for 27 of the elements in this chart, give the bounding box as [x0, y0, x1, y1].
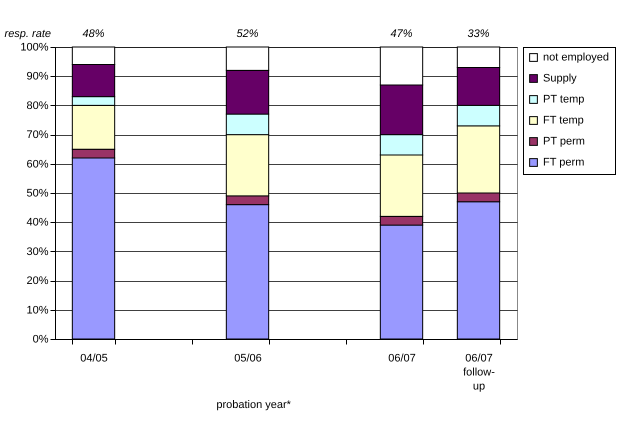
- legend-label: PT temp: [543, 94, 584, 106]
- x-tick-label: 05/06: [234, 352, 262, 364]
- text: resp. rate: [4, 28, 51, 40]
- x-tick-label: 06/07 follow-up: [463, 352, 496, 392]
- y-tick-label: 10%: [26, 304, 49, 316]
- legend-label: Supply: [543, 72, 578, 84]
- legend-label: FT temp: [543, 114, 584, 126]
- y-tick-label: 50%: [26, 188, 49, 200]
- x-tick-label: 06/07: [388, 352, 416, 364]
- text: 48%: [82, 28, 105, 40]
- y-tick-label: 0%: [32, 334, 49, 346]
- legend-label: not employed: [543, 52, 610, 64]
- y-tick-label: 20%: [26, 275, 49, 288]
- y-tick-label: 80%: [26, 100, 49, 112]
- y-tick-label: 60%: [26, 158, 49, 170]
- text: 52%: [236, 28, 259, 40]
- y-tick-label: 70%: [26, 129, 49, 142]
- text: 33%: [467, 28, 490, 40]
- y-tick-label: 40%: [26, 216, 49, 229]
- legend-label: PT perm: [543, 136, 585, 148]
- text: probation year*: [216, 399, 292, 411]
- y-tick-label: 90%: [26, 70, 49, 83]
- y-tick-label: 30%: [26, 246, 49, 258]
- x-tick-label: 04/05: [80, 352, 108, 364]
- y-tick-label: 100%: [20, 42, 49, 54]
- text: 47%: [390, 28, 413, 40]
- legend-label: FT perm: [543, 156, 584, 168]
